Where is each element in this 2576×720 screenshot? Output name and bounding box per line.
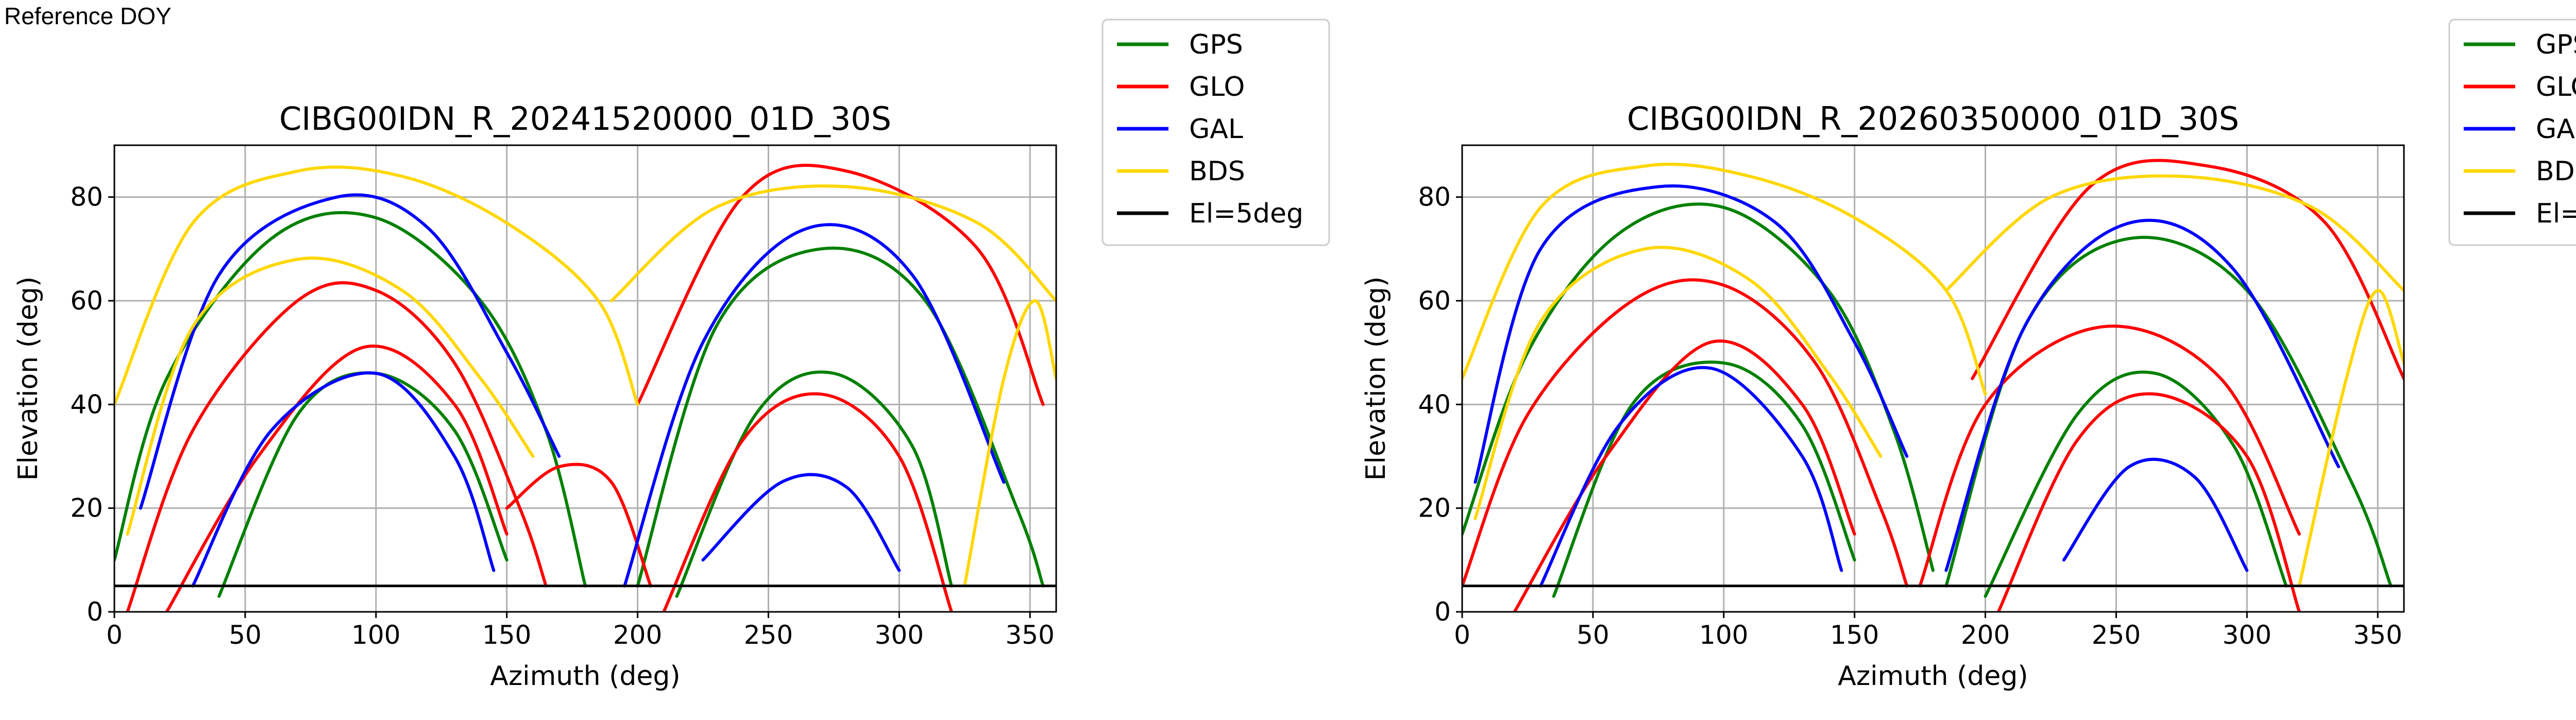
legend-entry-label: GLO [2536,72,2576,102]
x-tick-label: 300 [875,620,924,650]
legend-entry-label: BDS [1189,156,1245,187]
series-line-gal [1473,184,1909,484]
series-line-glo [1918,324,2301,588]
reference-doy-label: Reference DOY [4,3,172,29]
y-tick-label: 0 [87,597,103,627]
legend-entry-label: GAL [2536,114,2576,145]
x-tick-label: 300 [2223,620,2272,650]
y-axis-label: Elevation (deg) [13,277,44,481]
series-line-gal [701,473,901,572]
series-line-bds [2297,288,2404,588]
series-line-glo [126,281,548,612]
y-tick-label: 80 [70,182,103,212]
series-line-gps [114,211,587,588]
legend-entry-label: BDS [2536,156,2576,187]
y-tick-label: 0 [1434,597,1451,627]
x-tick-label: 200 [1961,620,2010,650]
series-line-glo [662,392,953,612]
x-tick-label: 50 [229,620,262,650]
legend: GPS GLO GAL BDS El=5deg [1101,19,1330,246]
legend-entry-label: GLO [1189,72,1245,102]
y-tick-label: 20 [70,493,103,523]
legend-entry-label: GAL [1189,114,1243,145]
series-line-gps [675,370,953,598]
series-line-bds [1473,246,1883,520]
series-line-glo [1996,392,2301,612]
x-tick-label: 100 [351,620,400,650]
series-line-gps [1984,370,2288,598]
series-line-bds [126,256,535,536]
x-tick-label: 250 [744,620,793,650]
x-tick-label: 150 [1830,620,1879,650]
series-line-bds [114,165,639,406]
x-tick-label: 0 [106,620,123,650]
series-line-gal [623,223,1006,588]
legend: GPS GLO GAL BDS El=5deg [2448,19,2576,246]
series-line-gps [217,371,509,598]
x-tick-label: 50 [1577,620,1609,650]
series-line-gal [1944,218,2341,572]
series-line-glo [636,164,1045,406]
chart-panel-2: 0 50 100 150 200 250 300 350 0 20 40 60 80 CIBG00IDN_… [1361,19,2576,692]
x-tick-label: 0 [1454,620,1470,650]
x-tick-label: 350 [1006,620,1055,650]
legend-box [1101,19,1330,246]
legend-box [2448,19,2576,246]
series-line-gps [636,246,1045,588]
series-line-glo [165,345,509,612]
series-line-gal [1539,366,1843,588]
series-line-gal [191,371,496,588]
series-line-glo [1513,339,1856,612]
legend-entry-label: GPS [1189,29,1243,60]
axes-frame [113,144,1057,613]
x-tick-label: 200 [613,620,662,650]
series-line-gps [1462,202,1935,572]
x-axis-label: Azimuth (deg) [1838,661,2028,692]
y-tick-label: 80 [1418,182,1451,212]
x-tick-label: 250 [2092,620,2141,650]
series-line-glo [1971,159,2404,380]
series-group [114,164,1056,612]
chart-title: CIBG00IDN_R_20241520000_01D_30S [279,100,891,138]
y-axis-label: Elevation (deg) [1361,277,1392,481]
series-line-bds [963,299,1056,588]
series-line-gal [139,193,561,510]
chart-title: CIBG00IDN_R_20260350000_01D_30S [1627,100,2239,138]
axes-frame [1461,144,2405,613]
y-tick-label: 60 [1418,286,1451,316]
legend-entry-label: El=5deg [1189,198,1303,229]
series-line-bds [609,184,1056,302]
series-line-glo [1462,278,1909,588]
y-tick-label: 60 [70,286,103,316]
y-tick-label: 40 [1418,389,1451,419]
x-tick-label: 150 [482,620,531,650]
x-axis-label: Azimuth (deg) [490,661,680,692]
series-group [1462,159,2404,612]
chart-panel-1: 0 50 100 150 200 250 300 350 0 20 40 60 80 CIBG00IDN_… [13,19,1330,692]
y-tick-label: 20 [1418,493,1451,523]
legend-entry-label: GPS [2536,29,2576,60]
series-line-bds [1944,174,2404,292]
x-tick-label: 350 [2353,620,2402,650]
x-tick-label: 100 [1699,620,1748,650]
y-tick-label: 40 [70,389,103,419]
legend-entry-label: El=5deg [2536,198,2576,229]
series-line-gps [1552,361,1856,598]
series-line-gal [2062,457,2249,572]
